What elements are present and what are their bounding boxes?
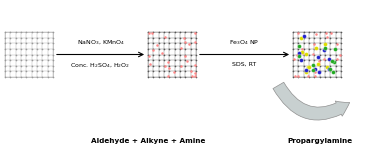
Text: Conc. H$_2$SO$_4$, H$_2$O$_2$: Conc. H$_2$SO$_4$, H$_2$O$_2$ [70,62,130,70]
Bar [5,32,53,77]
Text: Aldehyde + Alkyne + Amine: Aldehyde + Alkyne + Amine [91,138,205,144]
Text: Propargylamine: Propargylamine [287,138,353,144]
Bar [293,32,341,77]
FancyArrowPatch shape [273,82,350,120]
Bar [148,32,196,77]
Text: NaNO$_3$, KMnO$_4$: NaNO$_3$, KMnO$_4$ [76,39,124,47]
Text: SDS, RT: SDS, RT [232,62,257,66]
Text: Fe$_3$O$_4$ NP: Fe$_3$O$_4$ NP [229,39,260,47]
